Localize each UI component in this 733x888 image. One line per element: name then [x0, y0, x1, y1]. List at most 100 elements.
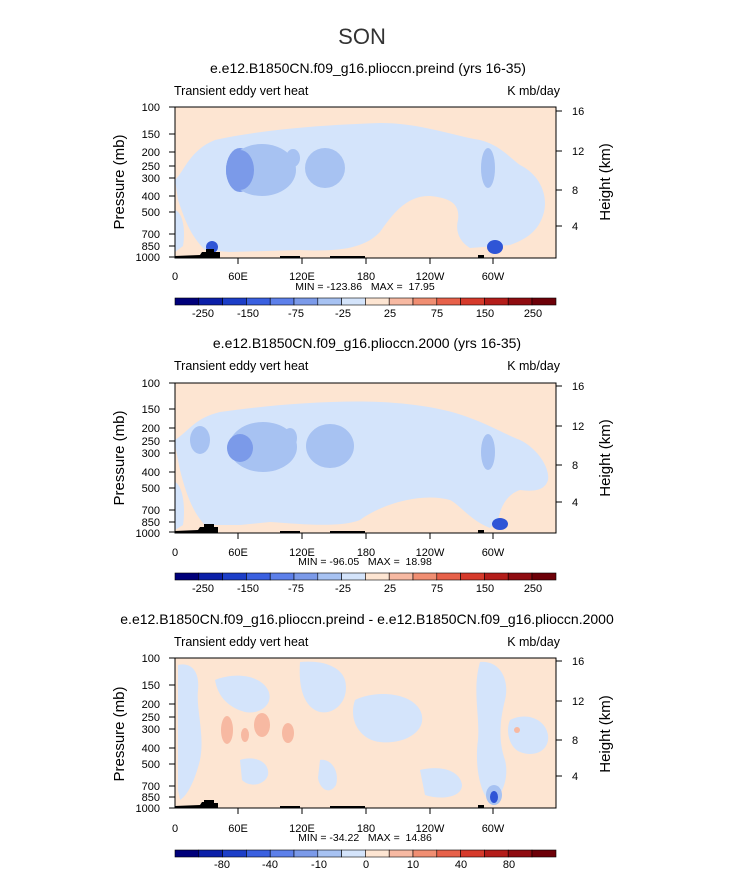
panel-3-blue-patch [508, 716, 549, 755]
colorbar-label: -25 [335, 308, 351, 320]
panel-1-stats: MIN = -123.86 MAX = 17.95 [295, 281, 435, 293]
panel-3-blue-patch [352, 694, 423, 743]
panel-2-colorbar [174, 572, 557, 581]
panel-3-stats: MIN = -34.22 MAX = 14.86 [298, 832, 432, 844]
y-tick: 200 [142, 699, 160, 711]
x-tick: 120E [289, 271, 315, 283]
panel-3-blue-patch [318, 759, 337, 791]
y-tick-right: 8 [572, 460, 578, 472]
y-tick: 200 [142, 147, 160, 159]
colorbar-swatch [531, 572, 557, 581]
colorbar-swatch [317, 849, 342, 858]
y-tick: 700 [142, 505, 160, 517]
colorbar-swatch [412, 297, 438, 306]
colorbar-label: 80 [503, 859, 515, 871]
colorbar-swatch [293, 849, 319, 858]
colorbar-swatch [484, 297, 509, 306]
panel-3-light-red-blob [282, 723, 294, 743]
y-tick: 300 [142, 448, 160, 460]
colorbar-swatch [412, 572, 438, 581]
panel-1-strong-blue-surface [487, 240, 503, 254]
y-tick: 100 [142, 653, 160, 665]
colorbar-swatch [246, 572, 271, 581]
colorbar-label: 0 [363, 859, 369, 871]
panel-1-x-ticks: 0 60E 120E 180 120W 60W [172, 271, 505, 283]
colorbar-label: -150 [237, 308, 259, 320]
colorbar-swatch [388, 572, 414, 581]
colorbar-swatch [222, 849, 247, 858]
panel-2-y-ticks: 100 150 200 250 300 400 500 700 850 1000 [136, 378, 160, 540]
colorbar-label: 25 [384, 308, 396, 320]
colorbar-label: 250 [524, 308, 542, 320]
panel-1-terrain [175, 249, 484, 258]
panel-3-left-label: Transient eddy vert heat [174, 635, 309, 649]
colorbar-label: 250 [524, 583, 542, 595]
panel-2-terrain [175, 524, 484, 533]
panel-3-right-label: K mb/day [507, 635, 561, 649]
x-tick: 120W [416, 271, 445, 283]
panel-1-mid-blue-core [226, 150, 254, 190]
colorbar-swatch [436, 849, 461, 858]
panel-1-right-label: K mb/day [507, 84, 561, 98]
colorbar-label: 10 [407, 859, 419, 871]
colorbar-label: 150 [476, 308, 494, 320]
panel-1-title: e.e12.B1850CN.f09_g16.plioccn.preind (yr… [210, 60, 526, 76]
panel-3-plot-area [174, 657, 557, 809]
x-tick: 120E [289, 547, 315, 559]
panel-3-light-red-blob [241, 728, 249, 742]
colorbar-label: -80 [214, 859, 230, 871]
panel-2-y-tick-marks [169, 382, 562, 533]
panel-2-left-label: Transient eddy vert heat [174, 359, 309, 373]
y-tick-right: 4 [572, 221, 578, 233]
colorbar-swatch [460, 297, 485, 306]
y-tick: 400 [142, 743, 160, 755]
colorbar-swatch [460, 572, 485, 581]
panel-3-strong-blue-blob [490, 791, 498, 803]
colorbar-swatch [174, 849, 200, 858]
colorbar-swatch [293, 297, 319, 306]
panel-3-blue-patch [240, 758, 269, 785]
season-title: SON [338, 24, 386, 49]
panel-1-x-tick-marks [237, 258, 494, 264]
panel-1-mid-blue-east [305, 148, 345, 188]
panel-3-blue-patch [215, 675, 270, 713]
y-tick-right: 4 [572, 497, 578, 509]
y-tick: 500 [142, 483, 160, 495]
panel-3-ylabel: Pressure (mb) [111, 686, 128, 781]
y-tick: 300 [142, 724, 160, 736]
colorbar-label: -40 [262, 859, 278, 871]
panel-1-mid-blue-small [286, 149, 300, 167]
y-tick: 250 [142, 436, 160, 448]
x-tick: 180 [357, 271, 375, 283]
panel-2-ylabel: Pressure (mb) [111, 410, 128, 505]
panel-1: e.e12.B1850CN.f09_g16.plioccn.preind (yr… [111, 60, 614, 320]
colorbar-swatch [222, 297, 247, 306]
y-tick: 150 [142, 404, 160, 416]
colorbar-swatch [293, 572, 319, 581]
y-tick: 850 [142, 241, 160, 253]
colorbar-swatch [341, 572, 366, 581]
colorbar-label: -250 [192, 583, 214, 595]
y-tick: 850 [142, 792, 160, 804]
colorbar-swatch [198, 849, 223, 858]
y-tick: 200 [142, 423, 160, 435]
colorbar-swatch [222, 572, 247, 581]
x-tick: 60W [482, 823, 505, 835]
panel-3-light-red-blob [514, 727, 520, 733]
y-tick-right: 8 [572, 735, 578, 747]
colorbar-label: 75 [431, 308, 443, 320]
x-tick: 60E [228, 823, 248, 835]
colorbar-label: 25 [384, 583, 396, 595]
x-tick: 120W [416, 823, 445, 835]
colorbar-swatch [436, 572, 461, 581]
colorbar-swatch [341, 849, 366, 858]
y-tick: 150 [142, 129, 160, 141]
colorbar-label: 40 [455, 859, 467, 871]
colorbar-swatch [484, 572, 509, 581]
y-tick: 400 [142, 191, 160, 203]
colorbar-swatch [507, 572, 533, 581]
colorbar-swatch [531, 297, 557, 306]
colorbar-label: -25 [335, 583, 351, 595]
colorbar-swatch [436, 297, 461, 306]
x-tick: 60E [228, 547, 248, 559]
